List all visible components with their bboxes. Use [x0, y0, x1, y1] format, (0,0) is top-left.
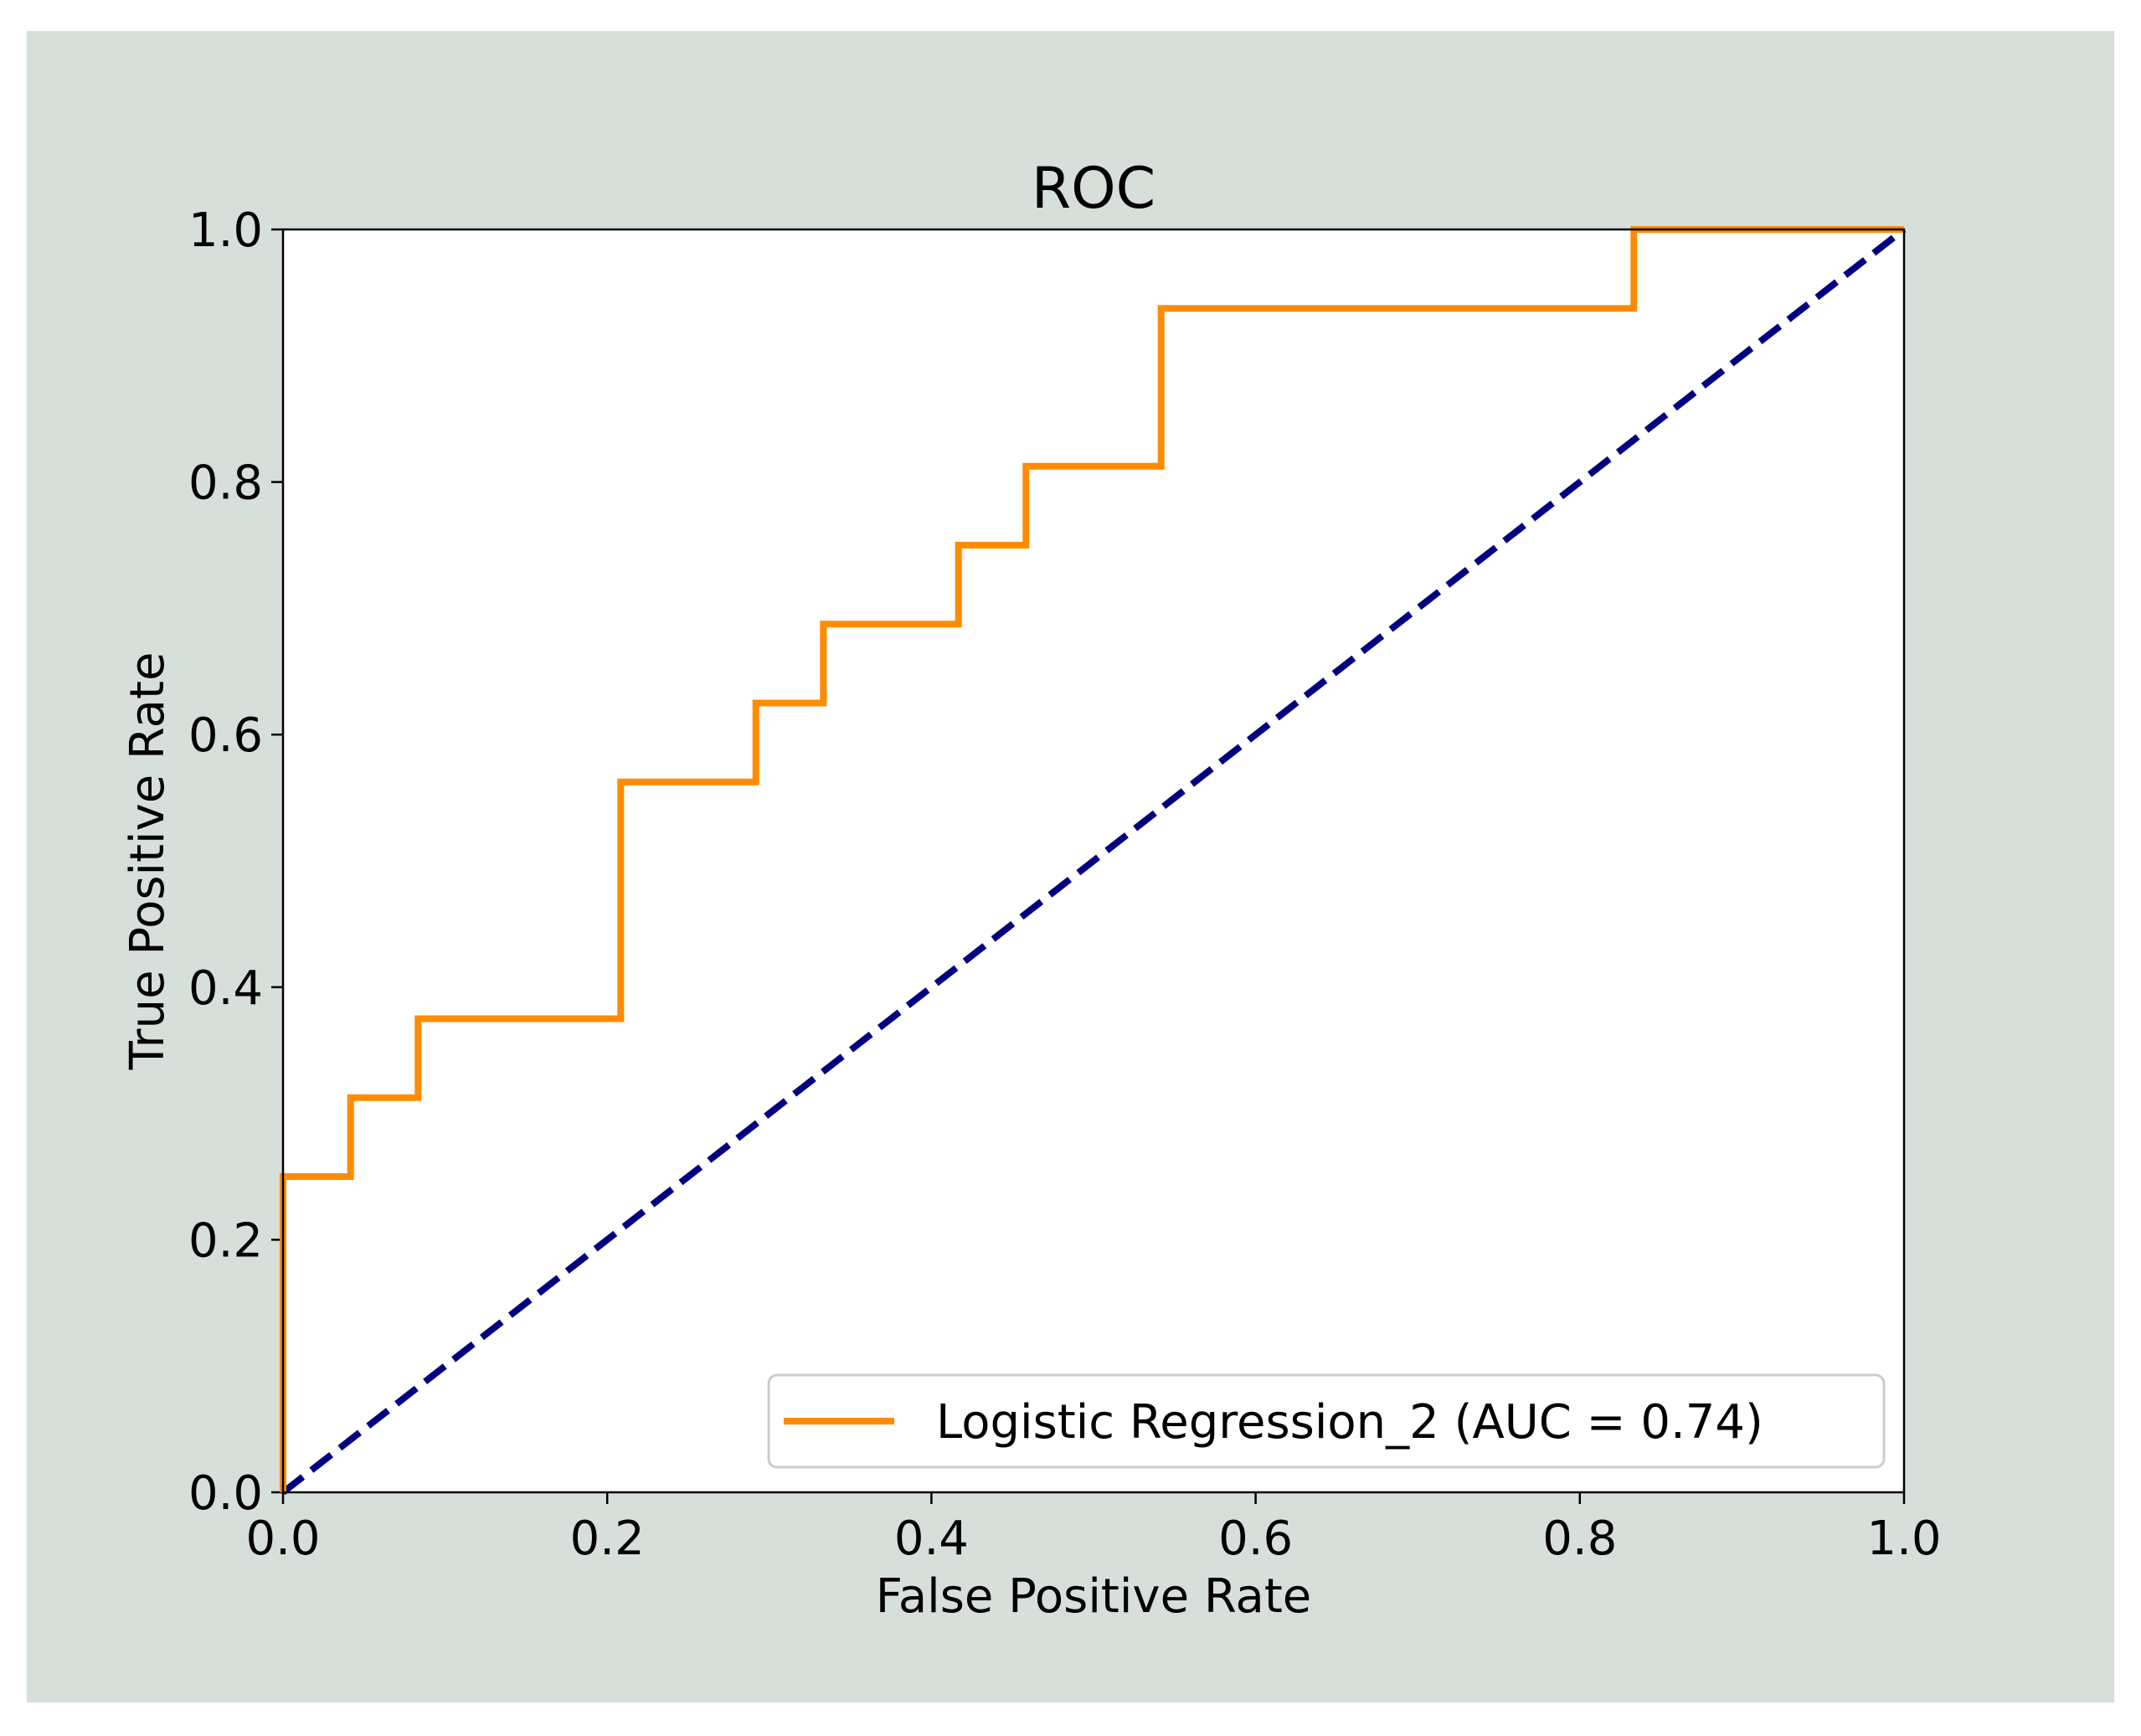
chart-lines: [280, 226, 1907, 1496]
plot-frame: [281, 228, 1906, 1494]
y-tick-label: 0.4: [188, 961, 263, 1016]
x-tick-label: 0.8: [1542, 1512, 1617, 1566]
legend-label: Logistic Regression_2 (AUC = 0.74): [936, 1395, 1763, 1450]
y-axis-label: True Positive Rate: [121, 652, 175, 1071]
y-tick-label: 1.0: [188, 203, 263, 258]
x-tick-label: 0.4: [894, 1512, 969, 1566]
chance-diagonal-line: [280, 226, 1907, 1496]
x-axis-label: False Positive Rate: [876, 1569, 1311, 1624]
x-tick-label: 0.6: [1218, 1512, 1293, 1566]
y-tick-label: 0.2: [188, 1213, 263, 1268]
x-tick-label: 1.0: [1866, 1512, 1941, 1566]
axis-ticks: 0.0 0.2 0.4 0.6 0.8 1.0 0.0 0.2 0.4 0.6 0.8 1.0: [188, 203, 1942, 1566]
y-tick-label: 0.0: [188, 1466, 263, 1521]
roc-chart: ROC False Positive Rate True Positive Ra…: [27, 31, 2114, 1703]
legend: Logistic Regression_2 (AUC = 0.74): [767, 1373, 1886, 1469]
x-tick-label: 0.0: [245, 1512, 320, 1566]
x-tick-label: 0.2: [570, 1512, 645, 1566]
y-tick-label: 0.6: [188, 708, 263, 763]
legend-box: [767, 1373, 1886, 1469]
figure-frame: ROC False Positive Rate True Positive Ra…: [27, 31, 2114, 1703]
y-tick-label: 0.8: [188, 456, 263, 511]
roc-curve-line: [280, 226, 1904, 1492]
chart-title: ROC: [1032, 156, 1155, 222]
